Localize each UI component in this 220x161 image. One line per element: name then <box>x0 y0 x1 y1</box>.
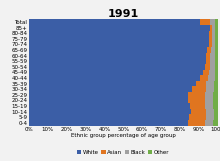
Bar <box>29 30 209 36</box>
Bar <box>211 47 215 53</box>
Bar <box>29 114 189 120</box>
Bar <box>205 103 213 109</box>
Bar <box>205 109 214 114</box>
Bar <box>210 19 215 25</box>
Bar <box>215 42 218 47</box>
Title: 1991: 1991 <box>108 9 139 19</box>
Bar <box>207 47 211 53</box>
Bar <box>210 25 212 30</box>
Bar <box>29 86 192 92</box>
Bar <box>205 53 210 58</box>
Bar <box>213 103 218 109</box>
Bar <box>196 81 206 86</box>
Bar <box>215 19 218 25</box>
Bar <box>29 58 205 64</box>
Bar <box>200 19 210 25</box>
Bar <box>215 30 218 36</box>
Bar <box>215 36 218 42</box>
Bar <box>206 81 214 86</box>
Bar <box>209 42 212 47</box>
Bar <box>215 58 218 64</box>
Bar <box>210 58 215 64</box>
Bar <box>187 120 205 126</box>
Bar <box>29 53 205 58</box>
Bar <box>205 92 213 98</box>
Bar <box>212 42 215 47</box>
Bar <box>215 53 218 58</box>
Bar <box>215 75 218 81</box>
Bar <box>205 98 213 103</box>
Bar <box>213 92 218 98</box>
Bar <box>214 86 218 92</box>
Bar <box>29 92 189 98</box>
Bar <box>203 70 209 75</box>
Bar <box>29 47 207 53</box>
Bar <box>205 86 214 92</box>
Bar <box>213 120 218 126</box>
Bar <box>189 92 205 98</box>
Bar <box>209 70 215 75</box>
Legend: White, Asian, Black, Other: White, Asian, Black, Other <box>75 147 172 157</box>
Bar <box>209 30 212 36</box>
Bar <box>29 19 200 25</box>
Bar <box>29 36 209 42</box>
Bar <box>200 75 208 81</box>
Bar <box>208 75 215 81</box>
Bar <box>189 114 205 120</box>
Bar <box>215 64 218 70</box>
Bar <box>29 42 209 47</box>
Bar <box>214 109 218 114</box>
Bar <box>212 25 215 30</box>
Bar <box>29 103 190 109</box>
Bar <box>205 64 210 70</box>
Bar <box>215 25 218 30</box>
Bar <box>190 103 205 109</box>
Bar <box>212 30 215 36</box>
Bar <box>29 64 205 70</box>
Bar <box>210 64 215 70</box>
Bar <box>29 120 187 126</box>
Bar <box>205 114 214 120</box>
Bar <box>214 81 218 86</box>
Bar <box>215 47 218 53</box>
Bar <box>29 109 191 114</box>
Bar <box>29 81 196 86</box>
Bar <box>29 98 187 103</box>
Bar <box>29 70 203 75</box>
Bar <box>187 98 205 103</box>
Bar <box>29 75 200 81</box>
Bar <box>214 114 218 120</box>
Bar <box>192 86 205 92</box>
Bar <box>205 120 213 126</box>
Bar <box>205 58 210 64</box>
Bar <box>213 98 218 103</box>
Bar <box>191 109 205 114</box>
Bar <box>209 36 212 42</box>
Bar <box>210 53 215 58</box>
X-axis label: Ethnic group percentage of age group: Ethnic group percentage of age group <box>71 133 176 138</box>
Bar <box>29 25 210 30</box>
Bar <box>215 70 218 75</box>
Bar <box>212 36 215 42</box>
